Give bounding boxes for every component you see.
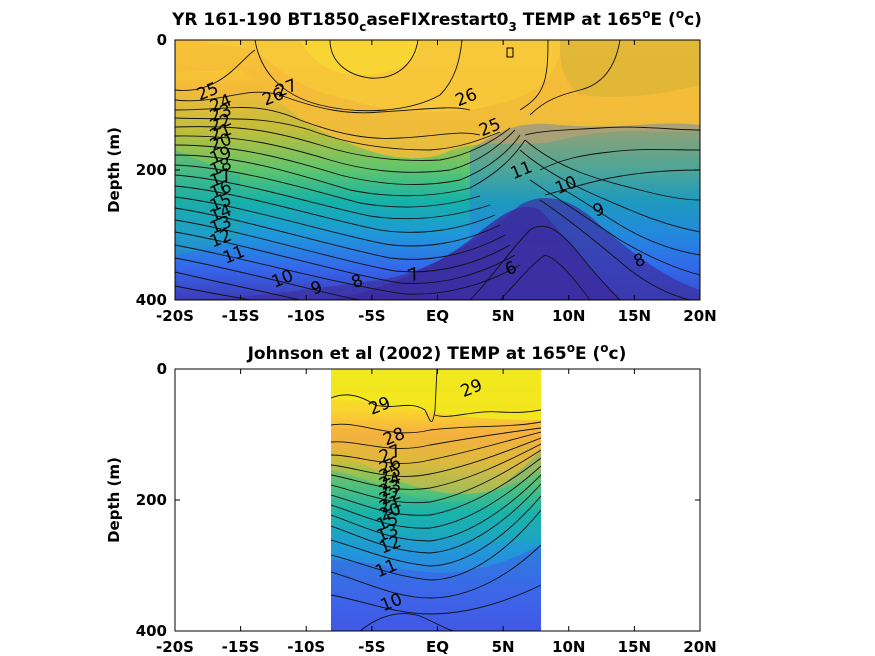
x-tick-label: 20N bbox=[683, 307, 716, 325]
x-tick-label: -15S bbox=[222, 638, 260, 656]
y-tick-label: 0 bbox=[157, 360, 167, 378]
x-tick-label: 20N bbox=[683, 638, 716, 656]
y-tick-label: 400 bbox=[136, 622, 167, 640]
contour-lines bbox=[175, 40, 700, 300]
x-tick-label: -20S bbox=[156, 307, 194, 325]
y-ticks: 0 200 400 bbox=[136, 31, 700, 309]
chart-bottom: Johnson et al (2002) TEMP at 165oE (oc) bbox=[105, 341, 717, 656]
x-tick-label: -15S bbox=[222, 307, 260, 325]
y-tick-label: 0 bbox=[157, 31, 167, 49]
x-tick-label: 15N bbox=[618, 307, 651, 325]
marker-box bbox=[506, 47, 514, 58]
x-tick-label: 10N bbox=[552, 307, 585, 325]
x-tick-label: 5N bbox=[492, 638, 515, 656]
x-tick-label: -10S bbox=[287, 307, 325, 325]
y-axis-label: Depth (m) bbox=[105, 457, 123, 543]
y-tick-label: 200 bbox=[136, 161, 167, 179]
x-tick-label: -5S bbox=[358, 638, 385, 656]
x-tick-label: -5S bbox=[358, 307, 385, 325]
contour-lines bbox=[331, 369, 541, 631]
x-ticks: -20S -15S -10S -5S EQ 5N 10N 15N 20N bbox=[156, 369, 717, 656]
x-tick-label: 10N bbox=[552, 638, 585, 656]
chart-top: YR 161-190 BT1850caseFIXrestart03 TEMP a… bbox=[105, 7, 717, 325]
contour-field: 27 26 25 24 23 22 21 20 19 18 17 16 15 1… bbox=[175, 40, 700, 300]
x-tick-label: 15N bbox=[618, 638, 651, 656]
y-ticks: 0 200 400 bbox=[136, 360, 700, 640]
x-tick-label: EQ bbox=[426, 307, 449, 325]
contour-field: 29 29 28 27 26 25 24 23 22 21 20 15 13 1… bbox=[331, 369, 541, 631]
chart-title: YR 161-190 BT1850caseFIXrestart03 TEMP a… bbox=[171, 7, 702, 34]
x-tick-label: -10S bbox=[287, 638, 325, 656]
x-tick-label: -20S bbox=[156, 638, 194, 656]
x-ticks: -20S -15S -10S -5S EQ 5N 10N 15N 20N bbox=[156, 40, 717, 325]
x-tick-label: 5N bbox=[492, 307, 515, 325]
y-tick-label: 400 bbox=[136, 291, 167, 309]
x-tick-label: EQ bbox=[426, 638, 449, 656]
chart-title: Johnson et al (2002) TEMP at 165oE (oc) bbox=[247, 341, 627, 364]
y-tick-label: 200 bbox=[136, 491, 167, 509]
y-axis-label: Depth (m) bbox=[105, 127, 123, 213]
